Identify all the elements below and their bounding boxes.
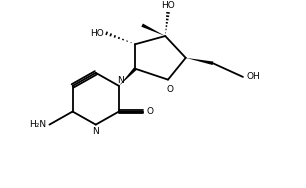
- Text: H₂N: H₂N: [30, 120, 47, 129]
- Polygon shape: [186, 58, 213, 65]
- Text: N: N: [117, 76, 124, 85]
- Text: O: O: [147, 107, 154, 116]
- Text: OH: OH: [246, 72, 260, 81]
- Text: HO: HO: [90, 29, 103, 38]
- Polygon shape: [119, 67, 136, 86]
- Text: HO: HO: [161, 1, 175, 10]
- Text: N: N: [92, 127, 99, 136]
- Polygon shape: [141, 24, 165, 36]
- Text: O: O: [167, 85, 174, 94]
